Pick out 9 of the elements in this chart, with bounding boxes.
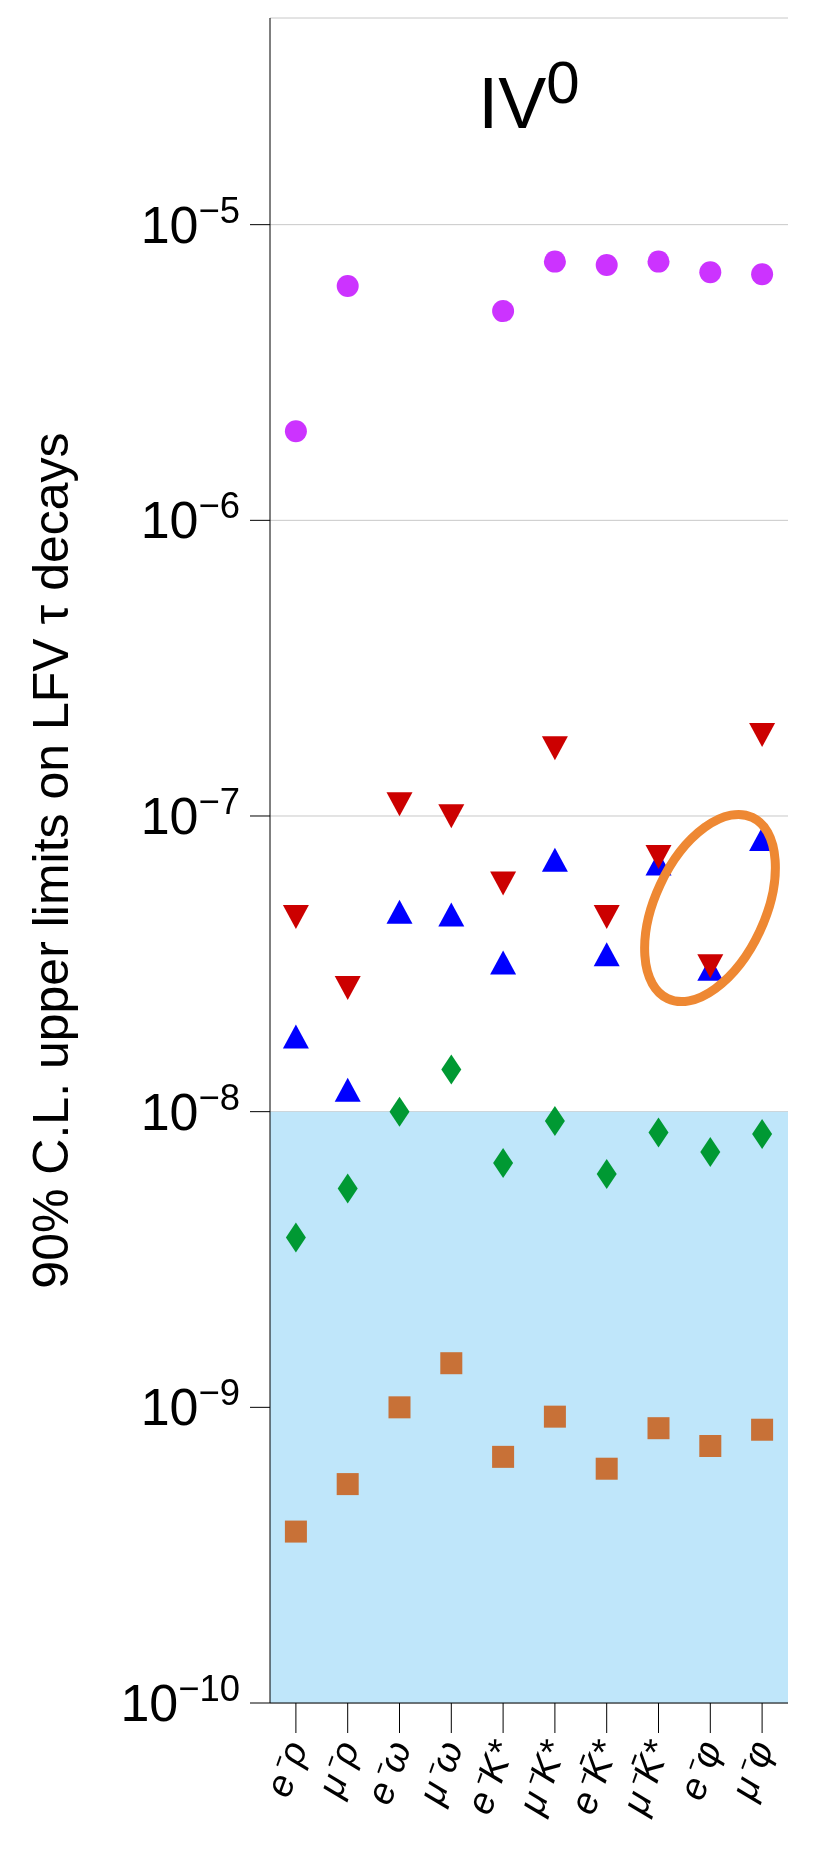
y-axis-title: 90% C.L. upper limits on LFV τ decays	[23, 432, 79, 1289]
y-tick-label: 10$^{−7}$	[140, 780, 240, 845]
y-tick-label: 10$^{−9}$	[140, 1371, 240, 1437]
y-tick-label: 10$^{−6}$	[140, 484, 240, 550]
text: IV$^{0}$	[477, 48, 581, 144]
x-tick-label: μ⁻ω	[409, 1735, 471, 1811]
y-tick-label: 10$^{−8}$	[140, 1076, 240, 1141]
y-tick-label: 10$^{−5}$	[140, 189, 240, 254]
y-tick-label: 10$^{−10}$	[120, 1667, 240, 1732]
